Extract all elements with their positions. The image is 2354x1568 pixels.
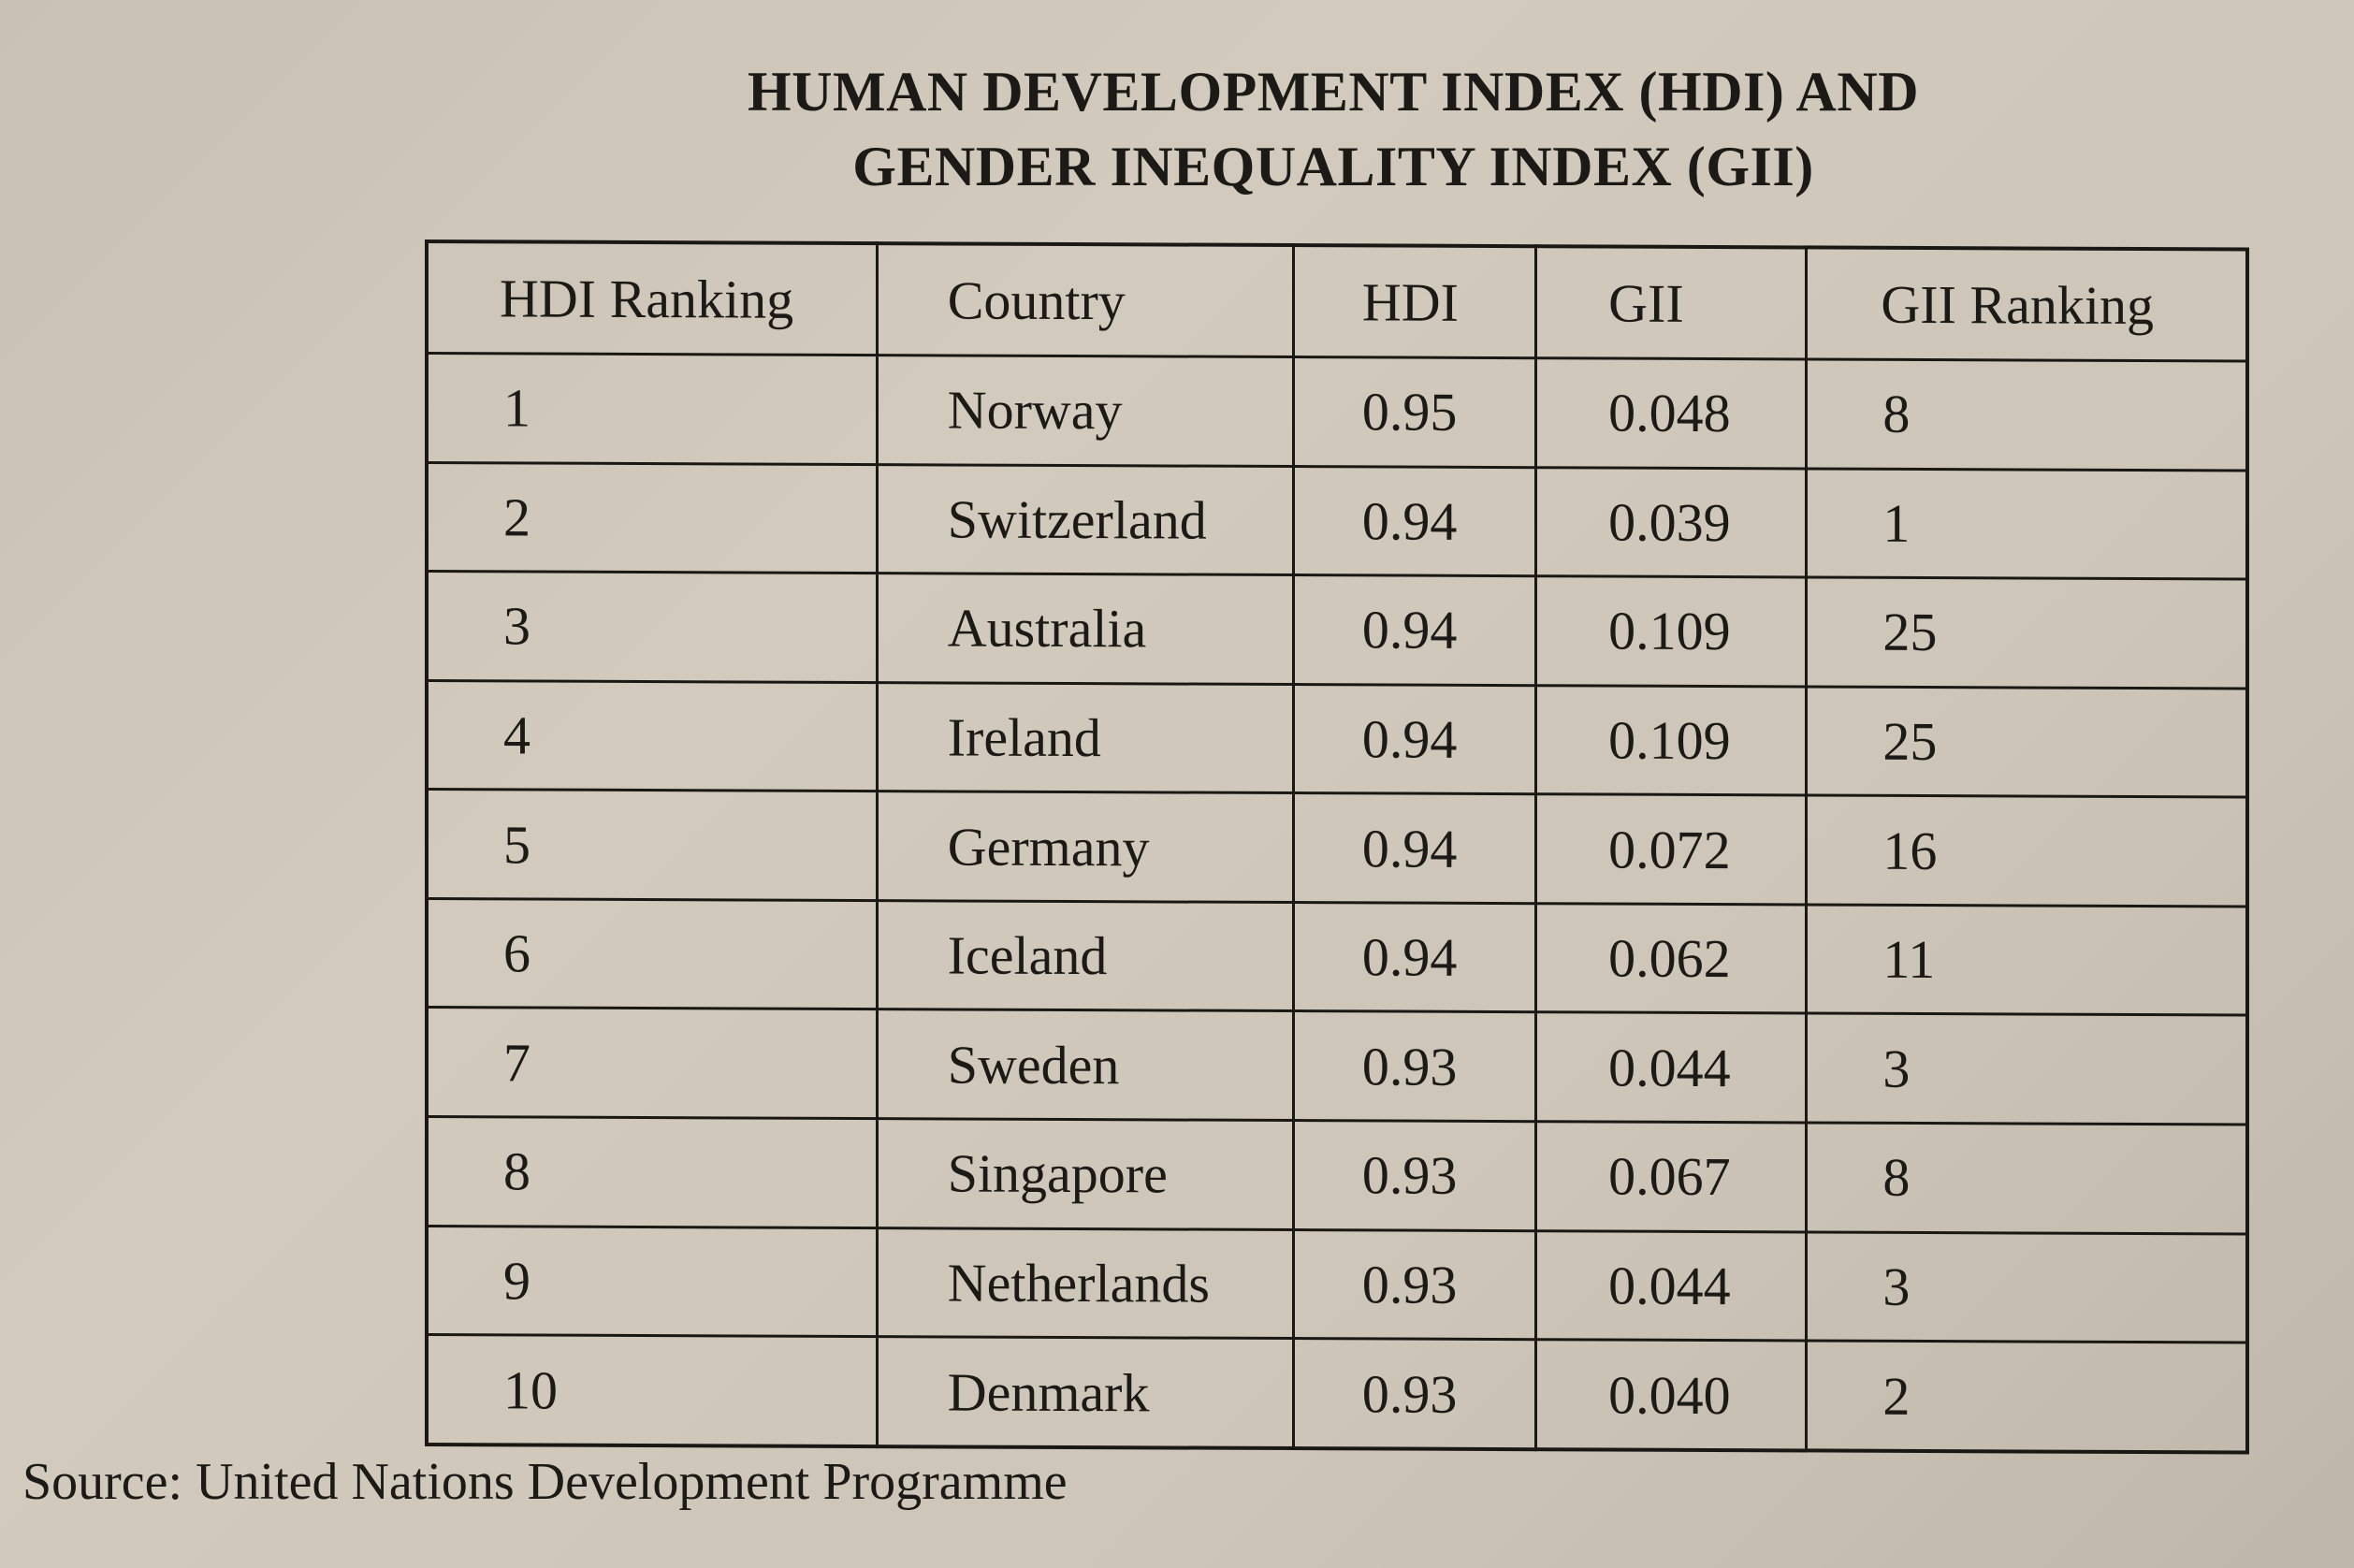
table-row: 6 Iceland 0.94 0.062 11 [427, 898, 2247, 1016]
cell-hdi: 0.94 [1293, 792, 1536, 904]
cell-gii-ranking: 3 [1806, 1013, 2247, 1125]
cell-hdi: 0.94 [1293, 902, 1536, 1013]
cell-gii-ranking: 25 [1806, 686, 2247, 798]
hdi-gii-table: HDI Ranking Country HDI GII GII Ranking … [425, 240, 2249, 1455]
cell-hdi: 0.94 [1293, 574, 1536, 686]
cell-gii: 0.044 [1535, 1230, 1807, 1342]
table-row: 1 Norway 0.95 0.048 8 [427, 353, 2247, 471]
cell-gii-ranking: 8 [1806, 358, 2247, 471]
cell-hdi-ranking: 7 [427, 1007, 878, 1119]
cell-gii-ranking: 11 [1806, 904, 2247, 1016]
cell-gii-ranking: 16 [1806, 795, 2247, 907]
cell-country: Netherlands [877, 1227, 1294, 1339]
cell-hdi-ranking: 5 [427, 789, 878, 901]
header-hdi-ranking: HDI Ranking [427, 241, 878, 356]
cell-gii-ranking: 2 [1806, 1341, 2247, 1453]
cell-gii: 0.044 [1535, 1012, 1807, 1123]
table-row: 3 Australia 0.94 0.109 25 [427, 571, 2247, 689]
cell-gii-ranking: 25 [1806, 577, 2247, 689]
cell-gii-ranking: 1 [1806, 468, 2247, 580]
cell-gii: 0.048 [1535, 357, 1807, 469]
cell-hdi: 0.93 [1293, 1010, 1536, 1122]
cell-gii: 0.039 [1535, 467, 1807, 578]
table-row: 8 Singapore 0.93 0.067 8 [427, 1116, 2247, 1234]
cell-hdi-ranking: 10 [427, 1334, 878, 1447]
cell-gii: 0.109 [1535, 575, 1807, 687]
cell-gii-ranking: 3 [1806, 1231, 2247, 1343]
header-gii-ranking: GII Ranking [1806, 247, 2247, 361]
cell-gii: 0.072 [1535, 793, 1807, 905]
cell-country: Iceland [877, 900, 1294, 1011]
source-note: Source: United Nations Development Progr… [22, 1453, 1068, 1511]
cell-country: Switzerland [877, 464, 1294, 575]
title-line-1: HUMAN DEVELOPMENT INDEX (HDI) AND [747, 61, 1920, 123]
cell-country: Norway [877, 355, 1294, 467]
header-gii: GII [1535, 246, 1807, 359]
cell-hdi-ranking: 4 [427, 680, 878, 791]
cell-country: Australia [877, 573, 1294, 685]
cell-gii: 0.040 [1535, 1339, 1807, 1451]
cell-hdi-ranking: 8 [427, 1116, 878, 1228]
cell-hdi: 0.93 [1293, 1338, 1536, 1450]
title-line-2: GENDER INEQUALITY INDEX (GII) [852, 136, 1814, 197]
cell-country: Sweden [877, 1009, 1294, 1121]
cell-hdi: 0.94 [1293, 466, 1536, 576]
cell-hdi-ranking: 2 [427, 462, 878, 573]
cell-country: Ireland [877, 682, 1294, 793]
cell-gii: 0.109 [1535, 685, 1807, 796]
cell-gii: 0.067 [1535, 1121, 1807, 1232]
cell-gii-ranking: 8 [1806, 1122, 2247, 1234]
table-row: 10 Denmark 0.93 0.040 2 [427, 1334, 2247, 1453]
table-row: 7 Sweden 0.93 0.044 3 [427, 1007, 2247, 1125]
cell-hdi-ranking: 1 [427, 353, 878, 465]
page-title: HUMAN DEVELOPMENT INDEX (HDI) AND GENDER… [655, 54, 2012, 204]
table-row: 5 Germany 0.94 0.072 16 [427, 789, 2247, 907]
cell-country: Singapore [877, 1118, 1294, 1230]
cell-hdi: 0.95 [1293, 356, 1536, 468]
cell-hdi: 0.93 [1293, 1229, 1536, 1340]
cell-country: Denmark [877, 1336, 1294, 1449]
cell-hdi: 0.94 [1293, 684, 1536, 794]
table-header-row: HDI Ranking Country HDI GII GII Ranking [427, 241, 2247, 361]
cell-hdi-ranking: 9 [427, 1226, 878, 1337]
cell-hdi: 0.93 [1293, 1120, 1536, 1231]
table-row: 2 Switzerland 0.94 0.039 1 [427, 462, 2247, 580]
header-hdi: HDI [1293, 245, 1536, 358]
cell-hdi-ranking: 6 [427, 898, 878, 1009]
header-country: Country [877, 243, 1294, 357]
table-row: 4 Ireland 0.94 0.109 25 [427, 680, 2247, 798]
cell-country: Germany [877, 791, 1294, 903]
cell-hdi-ranking: 3 [427, 571, 878, 683]
cell-gii: 0.062 [1535, 903, 1807, 1014]
table-container: HDI Ranking Country HDI GII GII Ranking … [425, 240, 2249, 1455]
table-row: 9 Netherlands 0.93 0.044 3 [427, 1226, 2247, 1343]
